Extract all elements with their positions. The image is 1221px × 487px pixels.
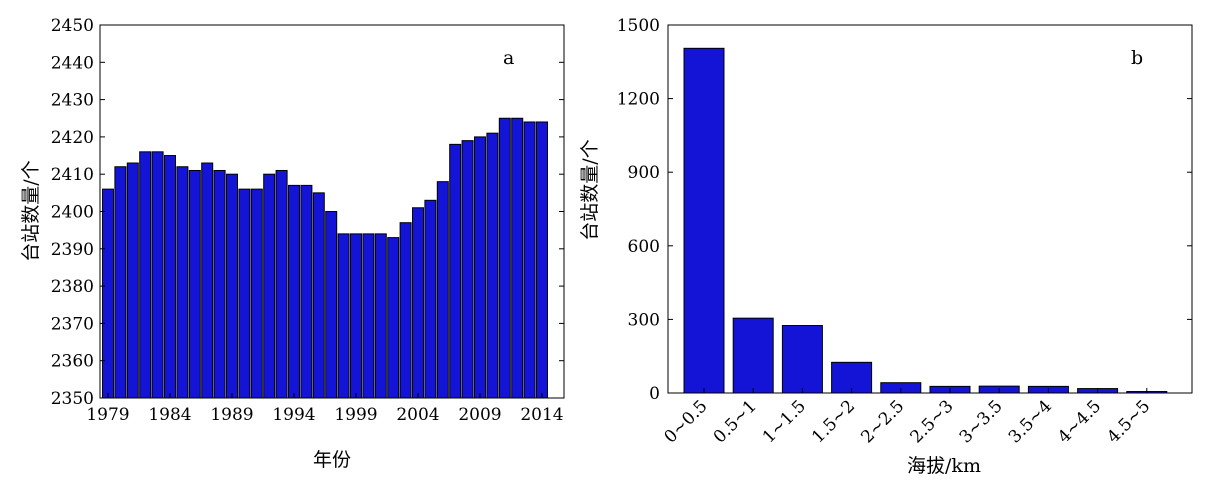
chart-a-bar <box>114 166 127 399</box>
chart-a-bar <box>486 132 499 399</box>
chart-b-bar <box>732 317 774 394</box>
chart-a-x-axis-label: 年份 <box>313 449 351 471</box>
chart-a-bar <box>424 199 437 399</box>
chart-a-bar <box>176 166 189 399</box>
chart-a-bar <box>300 184 313 399</box>
chart-a-bar <box>362 233 375 399</box>
chart-a-bar <box>350 233 362 399</box>
chart-a-bar <box>387 237 400 399</box>
chart-a-y-tick-label: 2370 <box>51 314 94 334</box>
chart-a-bar <box>213 169 226 399</box>
chart-b-x-tick-label: 1.5~2 <box>808 396 859 447</box>
chart-a-bar <box>263 173 276 399</box>
chart-b-x-tick-label: 1~1.5 <box>759 396 810 447</box>
chart-b-bar <box>831 361 873 394</box>
chart-b-bars <box>683 47 1168 394</box>
chart-a-y-axis: 2350 2360 2370 2380 2390 2400 2410 2420 2430 2440… <box>51 16 564 409</box>
chart-a-bar <box>226 173 238 399</box>
chart-a-bar <box>188 169 201 399</box>
chart-b-y-tick-label: 1500 <box>617 16 660 36</box>
chart-b-x-tick-label: 0~0.5 <box>661 396 712 447</box>
chart-a-x-tick-label: 1989 <box>210 405 253 425</box>
chart-a-bar <box>536 121 548 399</box>
chart-a-bar <box>325 211 338 399</box>
chart-a-bar <box>164 155 176 399</box>
chart-a-y-tick-label: 2450 <box>51 16 94 36</box>
chart-a-y-tick-label: 2400 <box>51 203 94 223</box>
chart-a-y-tick-label: 2380 <box>51 277 94 297</box>
chart-a-bar <box>399 222 412 399</box>
chart-b-x-tick-label: 2.5~3 <box>907 396 958 447</box>
chart-a-x-tick-label: 2014 <box>520 405 563 425</box>
chart-b-bar <box>683 47 725 394</box>
chart-a-bar <box>238 188 251 399</box>
chart-a-bar <box>139 151 152 399</box>
chart-b-y-tick-label: 600 <box>628 237 660 257</box>
chart-a-x-tick-label: 2009 <box>458 405 501 425</box>
chart-a-y-tick-label: 2350 <box>51 389 94 409</box>
chart-a-x-tick-label: 1999 <box>334 405 377 425</box>
chart-a-bar <box>126 162 139 399</box>
chart-a-panel-label: a <box>503 47 514 69</box>
chart-b-x-tick-label: 4~4.5 <box>1054 396 1105 447</box>
chart-a-y-tick-label: 2430 <box>51 91 94 111</box>
chart-a-x-axis: 1979 1984 1989 1994 1999 2004 2009 2014 <box>86 393 564 425</box>
chart-a-x-tick-label: 1979 <box>86 405 129 425</box>
chart-a-bar <box>474 136 486 399</box>
chart-b-y-tick-label: 900 <box>628 163 660 183</box>
chart-a-bar <box>250 188 263 399</box>
chart-b-x-tick-label: 3.5~4 <box>1005 396 1056 447</box>
chart-b-bar <box>781 325 823 394</box>
chart-a-bar <box>498 117 511 399</box>
chart-a-bar <box>337 233 350 399</box>
chart-b-y-tick-label: 1200 <box>617 90 660 110</box>
chart-b-y-axis-label: 台站数量/个 <box>579 139 601 240</box>
chart-a-bar <box>102 188 114 399</box>
chart-a-bar <box>449 143 462 399</box>
chart-b-x-tick-label: 3~3.5 <box>956 396 1007 447</box>
chart-a-bar <box>288 184 300 399</box>
chart-b-y-tick-label: 300 <box>628 310 660 330</box>
chart-a-x-tick-label: 1984 <box>148 405 191 425</box>
chart-b-x-tick-label: 4.5~5 <box>1103 396 1154 447</box>
chart-a-bar <box>461 140 474 399</box>
chart-a-y-tick-label: 2420 <box>51 128 94 148</box>
chart-a-bar <box>201 162 214 399</box>
chart-a-y-tick-label: 2410 <box>51 165 94 185</box>
chart-a-x-tick-label: 1994 <box>272 405 315 425</box>
chart-a-y-axis-label: 台站数量/个 <box>20 160 42 261</box>
chart-b-panel-label: b <box>1131 47 1143 69</box>
chart-b-y-axis: 0 300 600 900 1200 1500 <box>617 16 1192 404</box>
chart-a-bar <box>312 192 325 399</box>
chart-a-bars <box>102 117 548 399</box>
chart-a-x-tick-label: 2004 <box>396 405 439 425</box>
chart-b-x-axis: 0~0.50.5~11~1.51.5~22~2.52.5~33~3.53.5~4… <box>661 388 1154 447</box>
chart-a-bar <box>275 169 288 399</box>
chart-a-bar <box>374 233 387 399</box>
chart-a-bar <box>523 121 536 399</box>
chart-b-x-axis-label: 海拔/km <box>907 455 981 477</box>
chart-a-bar <box>511 117 524 399</box>
chart-b-y-tick-label: 0 <box>649 384 660 404</box>
chart-b-x-tick-label: 2~2.5 <box>857 396 908 447</box>
chart-a-y-tick-label: 2440 <box>51 53 94 73</box>
chart-a-bar <box>412 207 424 399</box>
chart-a: 2350 2360 2370 2380 2390 2400 2410 2420 2430 2440… <box>20 16 565 471</box>
chart-a-bar <box>436 181 449 399</box>
chart-a-y-tick-label: 2390 <box>51 240 94 260</box>
chart-a-y-tick-label: 2360 <box>51 352 94 372</box>
chart-b-x-tick-label: 0.5~1 <box>710 396 761 447</box>
chart-a-bar <box>151 151 164 399</box>
